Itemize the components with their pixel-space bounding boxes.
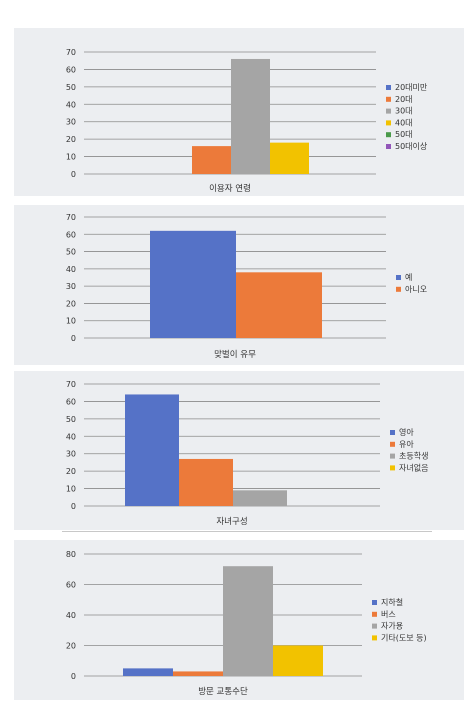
chart-title: 이용자 연령 <box>209 183 251 194</box>
y-tick-label: 20 <box>66 467 76 476</box>
chart-title: 방문 교통수단 <box>198 686 248 697</box>
legend-swatch <box>372 635 377 641</box>
bar-3 <box>231 58 270 174</box>
y-tick-label: 20 <box>66 135 76 144</box>
legend-label: 자가용 <box>381 622 403 631</box>
y-tick-label: 40 <box>66 265 76 274</box>
section-divider <box>62 531 432 532</box>
legend-label: 지하철 <box>381 597 403 607</box>
legend-label: 30대 <box>395 107 413 116</box>
legend-swatch <box>390 441 395 447</box>
bar-2 <box>179 458 233 506</box>
legend-swatch <box>396 275 401 280</box>
y-tick-label: 10 <box>66 317 76 326</box>
y-tick-label: 10 <box>66 485 76 494</box>
y-tick-label: 0 <box>71 502 76 511</box>
y-tick-label: 80 <box>66 550 76 559</box>
legend-label: 유아 <box>399 439 414 449</box>
legend-swatch <box>386 120 391 126</box>
bar-2 <box>236 272 322 338</box>
legend-label: 50대이상 <box>395 141 428 151</box>
bar-3 <box>223 566 273 676</box>
y-tick-label: 30 <box>66 450 76 459</box>
bar-4 <box>270 142 309 174</box>
legend-label: 예 <box>405 272 412 282</box>
y-tick-label: 50 <box>66 248 76 257</box>
legend-label: 아니오 <box>405 284 427 294</box>
bar-2 <box>173 671 223 676</box>
y-tick-label: 60 <box>66 397 76 406</box>
legend-swatch <box>372 600 377 605</box>
chart-title: 자녀구성 <box>216 517 247 527</box>
y-tick-label: 0 <box>71 170 76 179</box>
y-tick-label: 10 <box>66 153 76 162</box>
y-tick-label: 70 <box>66 213 76 222</box>
y-tick-label: 30 <box>66 282 76 291</box>
y-tick-label: 60 <box>66 581 76 590</box>
bar-4 <box>273 645 323 676</box>
y-tick-label: 0 <box>71 672 76 681</box>
legend-label: 기타(도보 등) <box>381 633 427 642</box>
legend-swatch <box>390 453 395 459</box>
chart-svg: 0 10 20 30 40 50 60 70 이용자 연령 20대미만 20대 30대 40대 50대 50… <box>66 48 428 194</box>
legend-swatch <box>396 286 401 292</box>
bar-1 <box>150 230 236 338</box>
legend-label: 40대 <box>395 118 413 127</box>
y-tick-label: 20 <box>66 642 76 651</box>
y-tick-label: 50 <box>66 415 76 424</box>
legend-swatch <box>390 465 395 471</box>
legend-label: 초등학생 <box>399 451 428 461</box>
bar-1 <box>123 668 173 676</box>
legend-label: 영아 <box>399 427 414 437</box>
bar-3 <box>233 490 287 506</box>
legend-label: 20대 <box>395 95 413 104</box>
y-tick-label: 20 <box>66 299 76 308</box>
legend-label: 50대 <box>395 130 413 139</box>
y-tick-label: 0 <box>71 334 76 343</box>
bar-2 <box>192 146 231 174</box>
y-tick-label: 70 <box>66 380 76 389</box>
y-tick-label: 60 <box>66 65 76 74</box>
chart-panel-age: 0 10 20 30 40 50 60 70 이용자 연령 20대미만 20대 30대 40대 50대 50… <box>14 28 464 196</box>
y-tick-label: 40 <box>66 611 76 620</box>
legend-label: 20대미만 <box>395 83 428 92</box>
legend-swatch <box>386 96 391 102</box>
y-tick-label: 60 <box>66 230 76 239</box>
legend-swatch <box>372 623 377 629</box>
legend-swatch <box>386 85 391 90</box>
y-tick-label: 40 <box>66 432 76 441</box>
y-tick-label: 40 <box>66 100 76 109</box>
legend-label: 버스 <box>381 609 396 619</box>
y-tick-label: 70 <box>66 48 76 57</box>
legend-swatch <box>372 611 377 617</box>
bar-1 <box>125 394 179 506</box>
legend-label: 자녀없음 <box>399 463 428 472</box>
legend-swatch <box>386 144 391 149</box>
legend-swatch <box>386 108 391 114</box>
legend-swatch <box>386 132 391 138</box>
chart-title: 맞벌이 유무 <box>214 349 256 360</box>
y-tick-label: 50 <box>66 83 76 92</box>
y-tick-label: 30 <box>66 118 76 127</box>
legend-swatch <box>390 430 395 435</box>
